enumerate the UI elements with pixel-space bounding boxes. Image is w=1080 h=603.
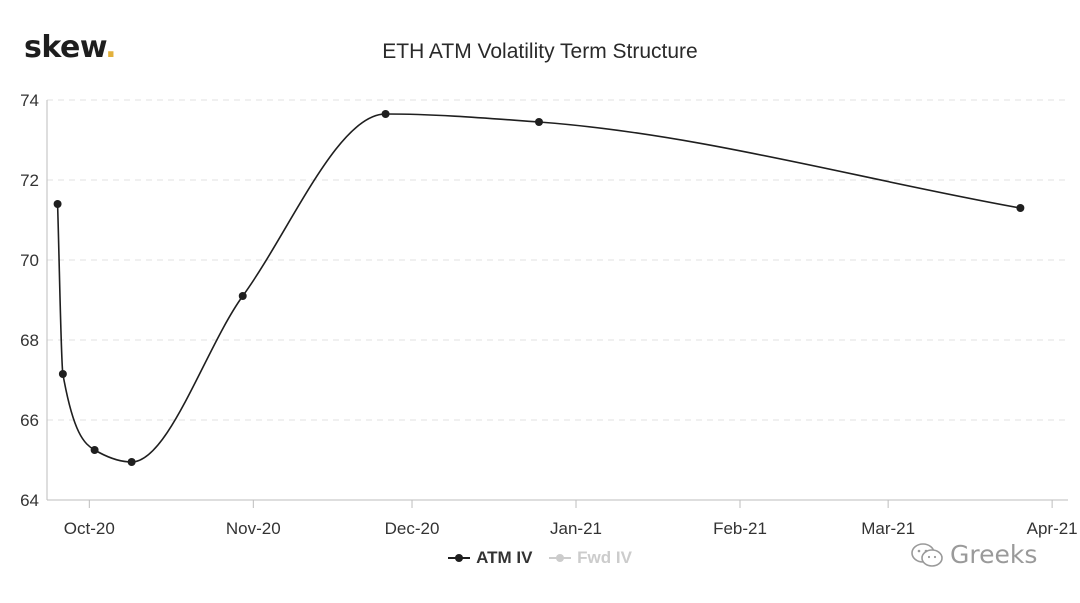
legend: ATM IV Fwd IV [0, 548, 1080, 568]
data-point-atm-iv [381, 110, 390, 118]
legend-item-atm-iv[interactable]: ATM IV [448, 548, 532, 568]
y-tick-label: 70 [20, 251, 39, 270]
legend-label-fwd-iv: Fwd IV [577, 548, 632, 567]
data-point-atm-iv [534, 118, 543, 126]
y-axis-ticks: 64 66 68 70 72 74 [20, 91, 39, 510]
greeks-watermark: Greeks [910, 540, 1037, 569]
x-tick-label: Feb-21 [713, 519, 767, 538]
data-point-atm-iv [1016, 204, 1025, 212]
data-point-atm-iv [127, 458, 136, 466]
brand-dot: . [105, 30, 117, 65]
y-tick-label: 66 [20, 411, 39, 430]
legend-marker-fwd-iv [549, 553, 572, 563]
wechat-icon [911, 542, 943, 567]
y-tick-label: 74 [20, 91, 39, 110]
watermark-text: Greeks [950, 540, 1038, 569]
legend-item-fwd-iv[interactable]: Fwd IV [549, 548, 632, 568]
x-tick-label: Oct-20 [64, 519, 115, 538]
brand-name: skew [24, 30, 106, 65]
x-tick-label: Apr-21 [1027, 519, 1078, 538]
skew-logo: skew. [24, 30, 117, 65]
x-tick-label: Dec-20 [385, 519, 440, 538]
axes [46, 100, 1068, 501]
x-tick-label: Jan-21 [550, 519, 602, 538]
chart-title: ETH ATM Volatility Term Structure [382, 40, 698, 63]
legend-marker-atm-iv [448, 553, 471, 563]
data-point-atm-iv [58, 370, 67, 378]
x-axis-ticks: Oct-20 Nov-20 Dec-20 Jan-21 Feb-21 Mar-21 Apr-… [64, 500, 1078, 538]
data-point-atm-iv [238, 292, 247, 300]
y-tick-label: 64 [20, 491, 39, 510]
data-point-atm-iv [90, 446, 99, 454]
x-tick-label: Nov-20 [226, 519, 281, 538]
y-tick-label: 72 [20, 171, 39, 190]
legend-label-atm-iv: ATM IV [476, 548, 533, 567]
series-layer [53, 110, 1025, 466]
series-line-atm-iv [56, 113, 1021, 463]
y-tick-label: 68 [20, 331, 39, 350]
x-tick-label: Mar-21 [861, 519, 915, 538]
data-point-atm-iv [53, 200, 62, 208]
